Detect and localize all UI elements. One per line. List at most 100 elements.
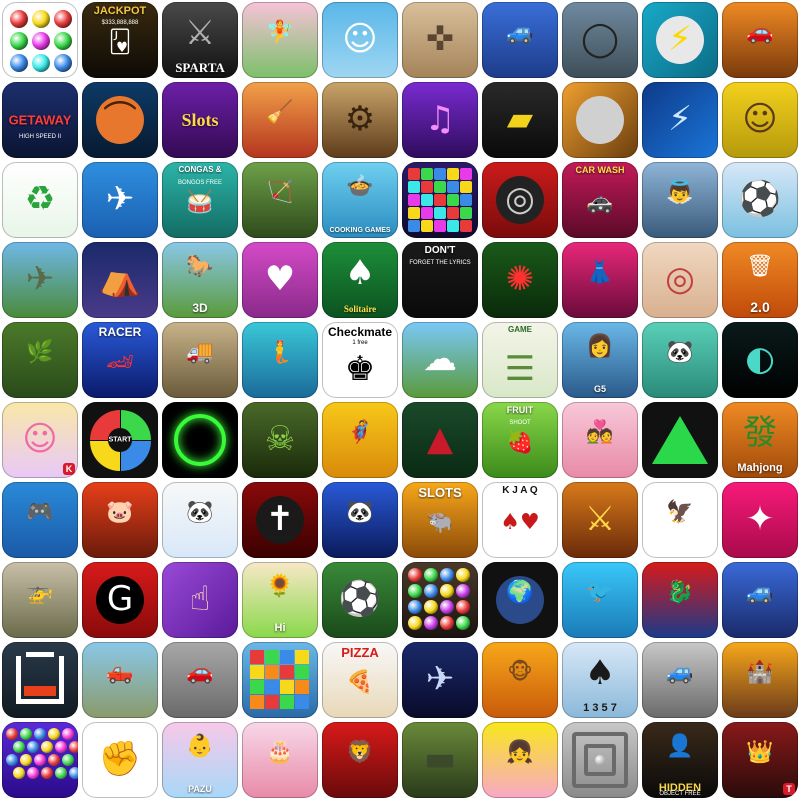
app-icon-sparta-warrior[interactable]: ⚔ SPARTA [162, 2, 238, 78]
app-icon-sushi-roll-tiles[interactable]: ◎ [642, 242, 718, 318]
app-icon-basketball-shot[interactable]: ⌒ [82, 82, 158, 158]
app-icon-yellow-frame-portrait[interactable]: ☺ [722, 82, 798, 158]
app-icon-congas-bongos[interactable]: 🥁 CONGAS & BONGOS FREE [162, 162, 238, 238]
app-icon-yellow-supercar[interactable]: ▰ [482, 82, 558, 158]
app-icon-jewel-marble-shooter[interactable] [2, 2, 78, 78]
app-icon-purple-swipe[interactable]: ☝ [162, 562, 238, 638]
app-icon-neon-green-ring[interactable] [162, 402, 238, 478]
app-icon-angel-wings[interactable]: 👼 [642, 162, 718, 238]
app-icon-minnesota-wild[interactable]: ▲ [402, 402, 478, 478]
app-icon-hummer-suv-red[interactable]: 🚙 [722, 562, 798, 638]
app-icon-checkmate-chess[interactable]: ♚ Checkmate 1 free [322, 322, 398, 398]
app-icon-bike-stunt-loop[interactable]: ◯ [562, 2, 638, 78]
app-icon-mermaid-princess[interactable]: 🧜 [242, 322, 318, 398]
app-icon-jungle-adventure[interactable]: 🌿 [2, 322, 78, 398]
app-icon-superhero-runner[interactable]: 🦸 [322, 402, 398, 478]
app-icon-dark-box-outline[interactable] [2, 642, 78, 718]
app-icon-park-kissing[interactable]: ♥ [242, 242, 318, 318]
app-icon-platform-jumper[interactable]: ☁ [402, 322, 478, 398]
app-icon-recycle-tap-game[interactable]: ♻ [2, 162, 78, 238]
app-icon-bird-cartoon-blue[interactable]: 🐦 [562, 562, 638, 638]
app-icon-fighter-jet-attack[interactable]: ✈ [2, 242, 78, 318]
app-icon-racer-2[interactable]: 🏎 RACER [82, 322, 158, 398]
app-icon-cake-baker-queen[interactable]: 🎂 [242, 722, 318, 798]
app-icon-native-archer[interactable]: 🏹 [242, 162, 318, 238]
app-icon-atlanta-falcons[interactable]: 🦅 [642, 482, 718, 558]
app-icon-tiki-football[interactable]: ⚽ [722, 162, 798, 238]
app-icon-adventure-time-finn[interactable]: ☺ [322, 2, 398, 78]
app-icon-party-fashion-girl[interactable]: 👗 [562, 242, 638, 318]
app-icon-world-globe-lite[interactable]: 🌍 [482, 562, 558, 638]
app-icon-steampunk-robot[interactable]: ⚙ [322, 82, 398, 158]
app-icon-simon-colors-start[interactable]: START [82, 402, 158, 478]
app-icon-car-tyre-wheel[interactable]: ◎ [482, 162, 558, 238]
app-icon-airplane-flight[interactable]: ✈ [82, 162, 158, 238]
app-icon-anime-girl-k[interactable]: ☺ K [2, 402, 78, 478]
app-icon-fireworks-green[interactable]: ✺ [482, 242, 558, 318]
app-icon-gem-match-stones[interactable] [402, 562, 478, 638]
app-icon-baby-care-pazu[interactable]: 👶 PAZU [162, 722, 238, 798]
app-icon-kung-fu-panda-warrior[interactable]: 🐼 [322, 482, 398, 558]
app-icon-hidden-object-free[interactable]: 👤 HIDDEN OBJECT FREE [642, 722, 718, 798]
app-icon-lightning-ball[interactable]: ⚡ [642, 2, 718, 78]
app-icon-brain-game-quiz[interactable]: ☰ GAME [482, 322, 558, 398]
app-icon-sky-warrior-jets[interactable]: ✈ [402, 642, 478, 718]
app-icon-georgia-bulldogs[interactable]: G [82, 562, 158, 638]
app-icon-plants-hi[interactable]: 🌻 Hi [242, 562, 318, 638]
app-icon-suv-city-parking[interactable]: 🚙 [642, 642, 718, 718]
app-icon-just-married-couple[interactable]: 💑 [562, 402, 638, 478]
app-icon-catapult-castle[interactable]: 🏰 [722, 642, 798, 718]
app-icon-cute-monkey-fruit[interactable]: 🐵 [482, 642, 558, 718]
app-icon-cooking-games[interactable]: 🍲 COOKING GAMES [322, 162, 398, 238]
app-icon-dark-red-circle-emblem[interactable]: ✝ [242, 482, 318, 558]
app-icon-electric-lightning-blue[interactable]: ⚡ [642, 82, 718, 158]
app-icon-army-tank-battle[interactable]: ▬ [402, 722, 478, 798]
app-icon-sports-car-sunset[interactable]: 🚗 [722, 2, 798, 78]
app-icon-king-warrior-battle[interactable]: 👑 T [722, 722, 798, 798]
app-icon-bison-slots[interactable]: 🐃 SLOTS [402, 482, 478, 558]
app-icon-jackpot-casino-cards[interactable]: 🂻 JACKPOT $333,888,888 [82, 2, 158, 78]
app-icon-army-truck[interactable]: 🚚 [162, 322, 238, 398]
app-icon-green-shapes-dark[interactable] [642, 402, 718, 478]
app-icon-fairy-dress-up[interactable]: 🧚 [242, 2, 318, 78]
app-icon-angry-pig-fire[interactable]: 🐷 [82, 482, 158, 558]
app-icon-rummy-tiles-1357[interactable]: ♠ 1 3 5 7 [562, 642, 638, 718]
app-icon-horse-3d[interactable]: 🐎 3D [162, 242, 238, 318]
app-icon-grey-box-maze[interactable] [562, 722, 638, 798]
app-icon-block-puzzle-grid[interactable] [242, 642, 318, 718]
app-icon-baby-princess-care[interactable]: 👧 [482, 722, 558, 798]
app-icon-hidden-detective-g5[interactable]: 👩 G5 [562, 322, 638, 398]
app-icon-dark-spotlight[interactable]: ◐ [722, 322, 798, 398]
app-icon-neon-girl-music[interactable]: ♫ [402, 82, 478, 158]
app-icon-pickup-truck[interactable]: 🛻 [82, 642, 158, 718]
app-icon-solitaire-magico[interactable]: ♠ Solitaire [322, 242, 398, 318]
app-icon-punch-fist[interactable]: ✊ [82, 722, 158, 798]
app-icon-block-breaker-colors[interactable] [402, 162, 478, 238]
app-icon-ball-ramp-orange[interactable] [562, 82, 638, 158]
app-icon-angry-lion-cartoon[interactable]: 🦁 [322, 722, 398, 798]
app-icon-paper-toss-2[interactable]: 🗑 2.0 [722, 242, 798, 318]
app-icon-kids-animals-panda[interactable]: 🐼 [642, 322, 718, 398]
app-icon-bubble-shooter-pop[interactable] [2, 722, 78, 798]
app-icon-vegas-slots[interactable]: Slots [162, 82, 238, 158]
app-icon-soccer-stadium[interactable]: ⚽ [322, 562, 398, 638]
app-icon-car-parking-drift[interactable]: 🚗 [162, 642, 238, 718]
app-icon-desert-sniper-soldiers[interactable]: ✜ [402, 2, 478, 78]
app-icon-panda-kid-magnifier[interactable]: 🐼 [162, 482, 238, 558]
app-icon-army-helicopter-tank[interactable]: 🚁 [2, 562, 78, 638]
app-icon-police-car-wash[interactable]: 🚓 CAR WASH [562, 162, 638, 238]
app-icon-poker-cards-spread[interactable]: ♠♥ K J A Q [482, 482, 558, 558]
app-icon-cartoon-camping[interactable]: ⛺ [82, 242, 158, 318]
app-icon-monster-truck-race[interactable]: 🚙 [482, 2, 558, 78]
app-icon-getaway-high-speed[interactable]: GETAWAY HIGH SPEED II [2, 82, 78, 158]
app-icon-mahjong-tiles[interactable]: 發 Mahjong [722, 402, 798, 478]
app-icon-pink-stickman[interactable]: ✦ [722, 482, 798, 558]
app-icon-pizza-maker[interactable]: 🍕 PIZZA [322, 642, 398, 718]
app-icon-heroes-vs-monsters[interactable]: ⚔ [562, 482, 638, 558]
app-icon-zombie-horde[interactable]: ☠ [242, 402, 318, 478]
app-icon-learn-spanish-games[interactable]: 🎮 [2, 482, 78, 558]
app-icon-dragon-fighter[interactable]: 🐉 [642, 562, 718, 638]
app-icon-fruit-shoot[interactable]: 🍓 FRUIT SHOOT [482, 402, 558, 478]
app-icon-dont-forget-lyrics[interactable]: DON'T FORGET THE LYRICS [402, 242, 478, 318]
app-icon-witch-broom-runner[interactable]: 🧹 [242, 82, 318, 158]
